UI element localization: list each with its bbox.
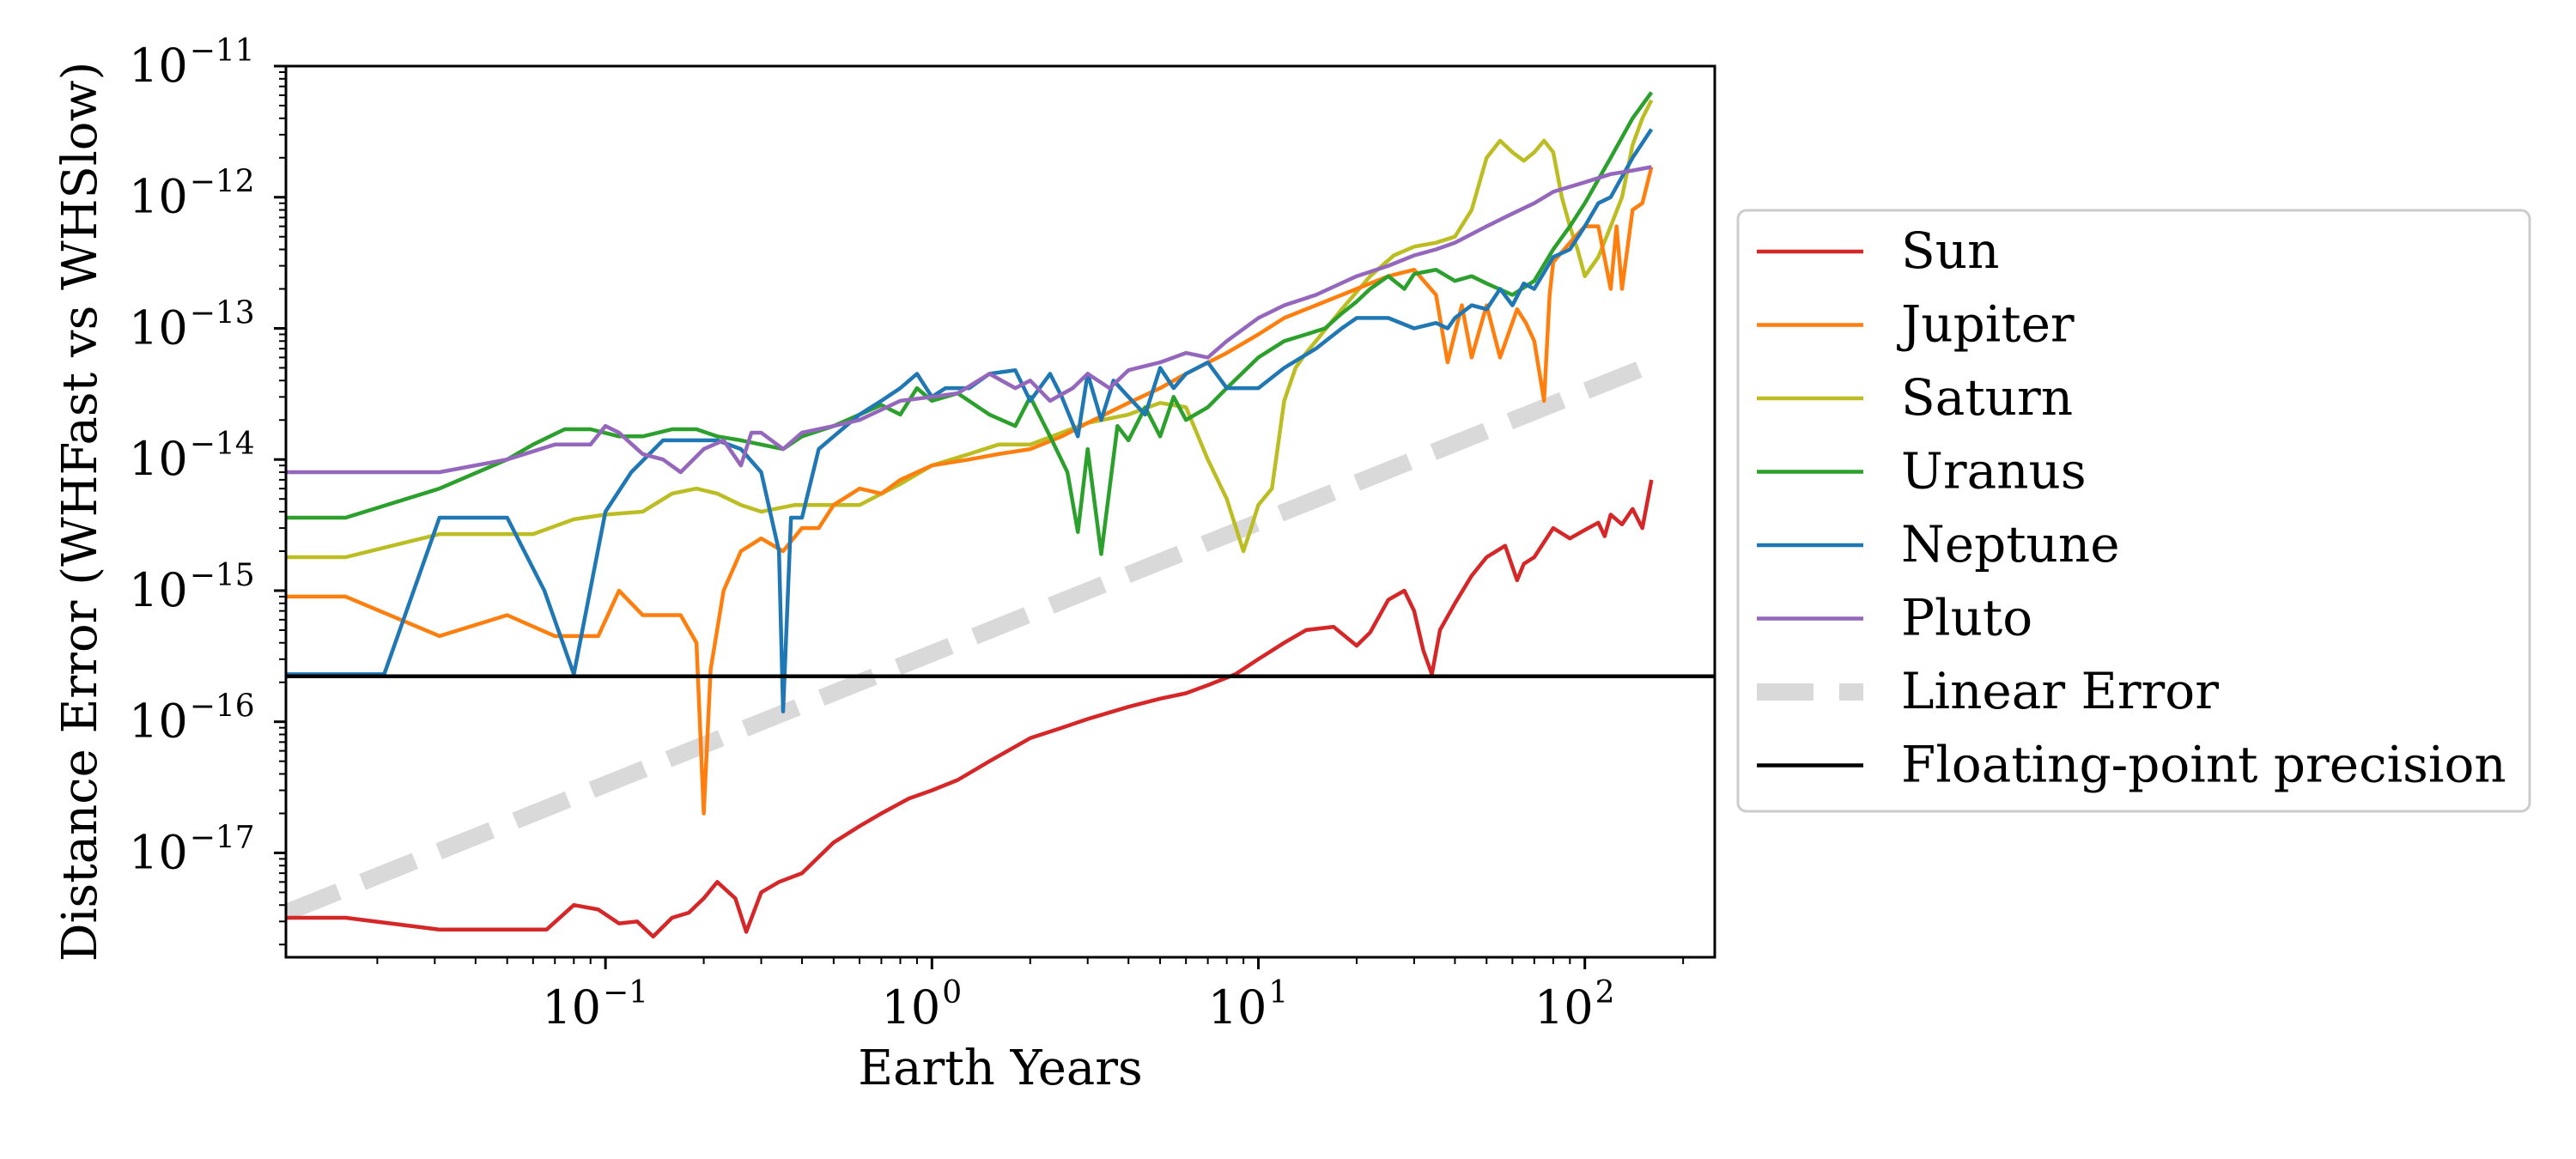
series-line-uranus bbox=[286, 91, 1654, 556]
series-line-neptune bbox=[286, 128, 1654, 713]
plot-frame bbox=[284, 64, 1716, 959]
y-tick-label: 10−12 bbox=[129, 165, 255, 224]
x-tick-label: 10−1 bbox=[542, 975, 648, 1035]
y-axis-title: Distance Error (WHFast vs WHSlow) bbox=[52, 62, 108, 962]
legend-label-neptune: Neptune bbox=[1901, 515, 2120, 573]
x-tick-label: 102 bbox=[1534, 975, 1615, 1035]
legend-label-jupiter: Jupiter bbox=[1897, 295, 2075, 354]
y-axis: 10−17 10−16 10−15 10−14 10−13 10−12 10−11 bbox=[129, 33, 286, 946]
series-line-jupiter bbox=[286, 166, 1654, 816]
series-layer bbox=[286, 91, 1715, 939]
x-axis: 10−1 100 101 102 bbox=[376, 957, 1685, 1035]
y-tick-label: 10−14 bbox=[129, 427, 255, 486]
y-tick-label: 10−17 bbox=[129, 820, 255, 879]
legend-label-pluto: Pluto bbox=[1901, 589, 2032, 647]
series-line-sun bbox=[286, 479, 1654, 939]
series-line-pluto bbox=[286, 165, 1652, 475]
legend-label-saturn: Saturn bbox=[1901, 368, 2073, 427]
y-tick-label: 10−15 bbox=[129, 558, 255, 617]
legend-box bbox=[1736, 209, 2531, 813]
x-tick-label: 101 bbox=[1208, 975, 1289, 1035]
legend: Sun Jupiter Saturn Uranus Neptune Pluto Linear… bbox=[1736, 209, 2531, 813]
x-tick-label: 100 bbox=[882, 975, 963, 1035]
series-line-saturn bbox=[286, 99, 1654, 560]
legend-label-uranus: Uranus bbox=[1901, 442, 2087, 501]
series-line-linear-error bbox=[286, 356, 1656, 921]
legend-label-floating-point-precision: Floating-point precision bbox=[1901, 736, 2506, 794]
y-tick-label: 10−16 bbox=[129, 689, 255, 749]
legend-label-sun: Sun bbox=[1901, 221, 1999, 280]
legend-label-linear-error: Linear Error bbox=[1901, 662, 2219, 720]
y-tick-label: 10−13 bbox=[129, 295, 255, 355]
y-tick-label: 10−11 bbox=[129, 33, 255, 93]
x-axis-title: Earth Years bbox=[858, 1041, 1143, 1096]
